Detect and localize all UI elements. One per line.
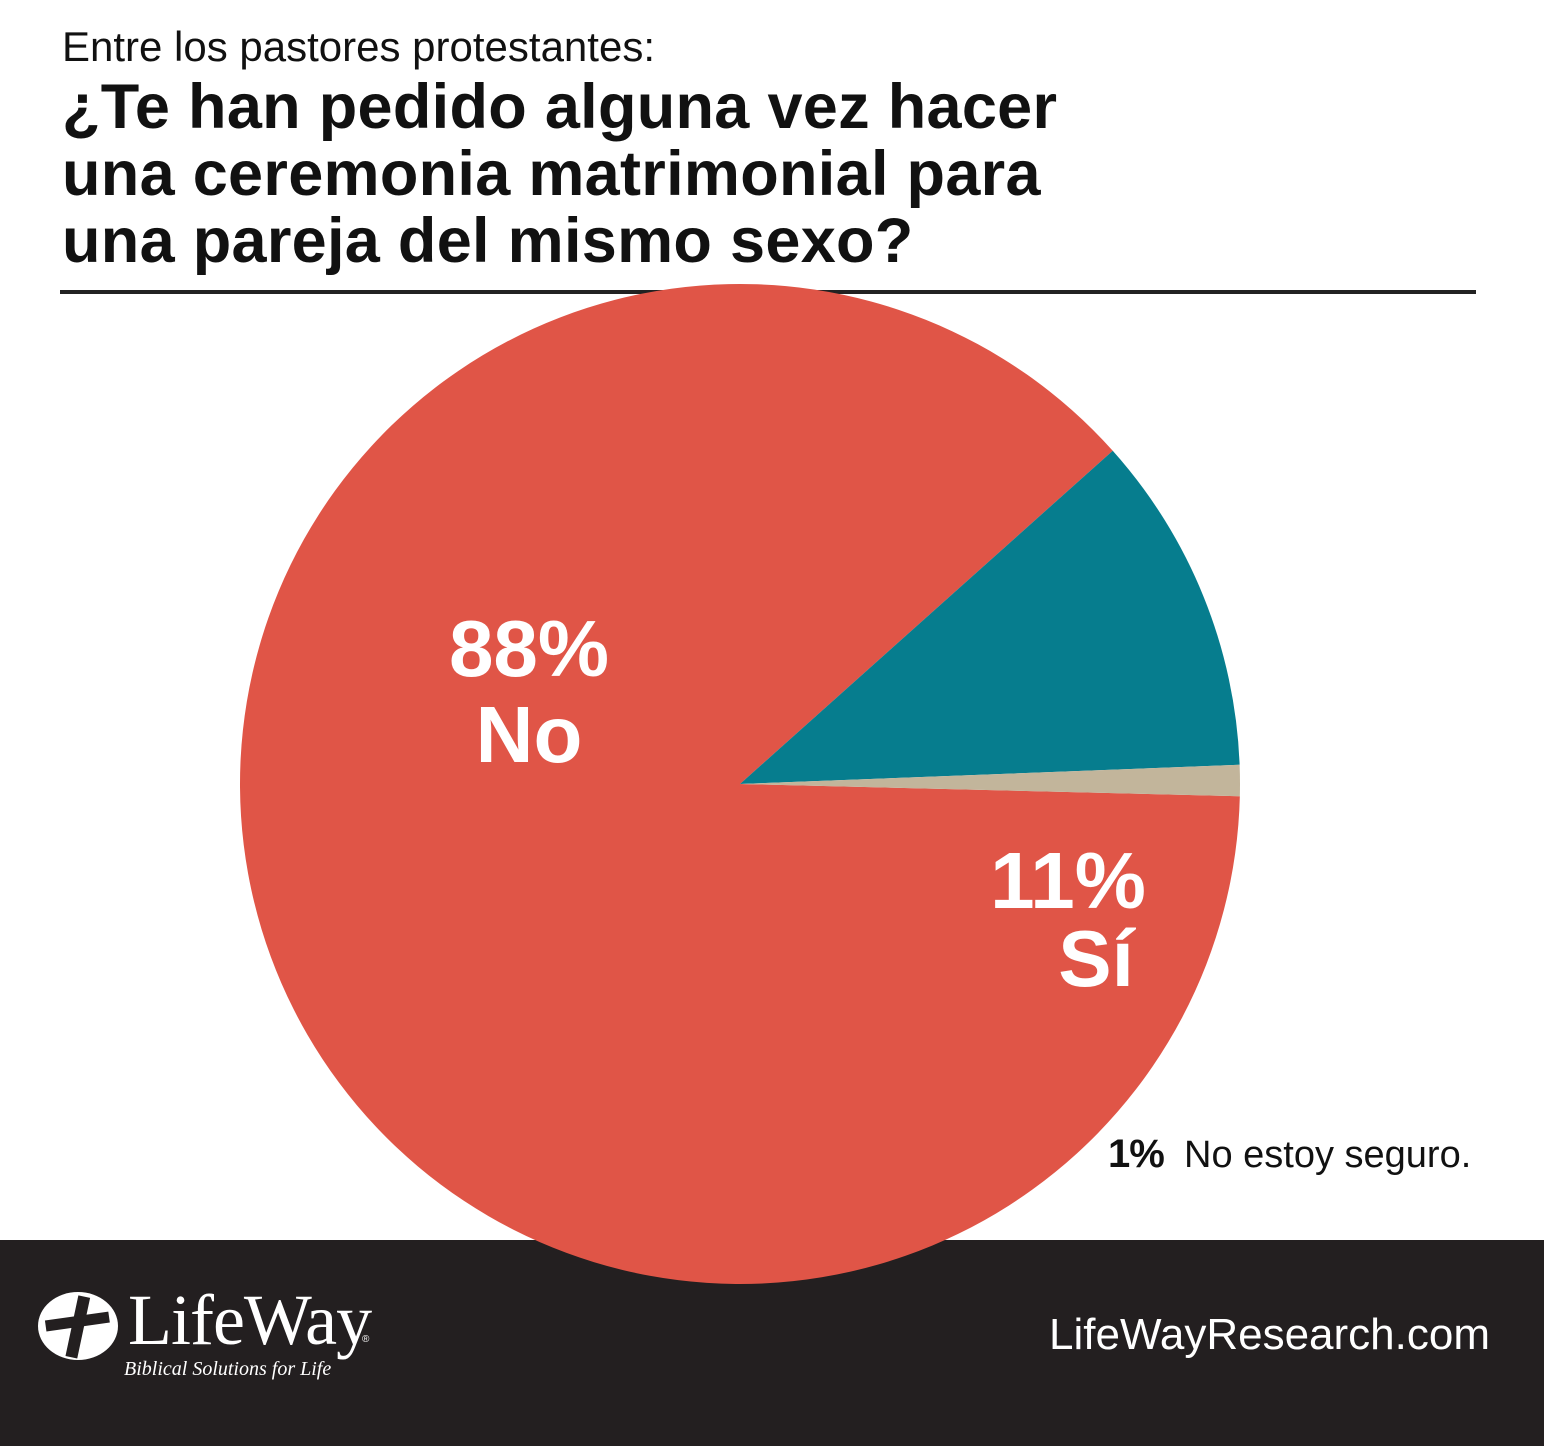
slice-pct-label-unsure: 1% xyxy=(1108,1132,1164,1176)
slice-category-label-no: No xyxy=(476,690,583,779)
lifeway-logo: LifeWay ® Biblical Solutions for Life xyxy=(36,1280,386,1380)
pie-slice-no xyxy=(239,283,1240,1284)
chart-header: Entre los pastores protestantes: ¿Te han… xyxy=(62,22,1482,275)
footer-url[interactable]: LifeWayResearch.com xyxy=(1049,1310,1490,1359)
slice-pct-label-no: 88% xyxy=(449,604,609,693)
pie-slice-si xyxy=(740,450,1240,784)
slice-category-label-unsure: No estoy seguro. xyxy=(1184,1134,1471,1176)
chart-subtitle: Entre los pastores protestantes: xyxy=(62,23,655,70)
lifeway-logo-wordmark: LifeWay xyxy=(128,1280,372,1360)
slice-category-label-si: Sí xyxy=(1058,914,1136,1003)
lifeway-cross-icon xyxy=(38,1292,118,1360)
lifeway-logo-tagline: Biblical Solutions for Life xyxy=(124,1358,332,1380)
slice-pct-label-si: 11% xyxy=(990,836,1146,925)
chart-title-line-1: ¿Te han pedido alguna vez hacer xyxy=(62,72,1058,142)
chart-title-line-2: una ceremonia matrimonial para xyxy=(62,139,1041,209)
chart-title: ¿Te han pedido alguna vez hacer una cere… xyxy=(62,74,1482,275)
chart-title-line-3: una pareja del mismo sexo? xyxy=(62,206,914,276)
pie-slice-no-estoy-seguro xyxy=(740,764,1240,797)
logo-registered-mark: ® xyxy=(362,1334,370,1345)
